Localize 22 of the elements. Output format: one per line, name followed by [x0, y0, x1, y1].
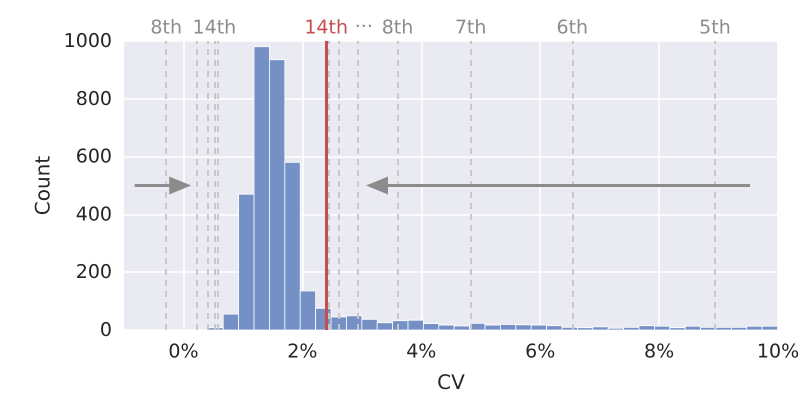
- x-tick-label: 2%: [287, 340, 318, 362]
- y-axis-title: Count: [30, 156, 55, 216]
- x-tick-label: 6%: [525, 340, 556, 362]
- x-axis-title: CV: [437, 370, 466, 394]
- ref-line-label: 8th: [150, 16, 182, 38]
- ref-line-label: 14th: [192, 16, 236, 38]
- y-tick-label: 800: [76, 88, 112, 110]
- ref-line-label: 6th: [556, 16, 588, 38]
- x-tick-label: 0%: [168, 340, 199, 362]
- x-tick-label: 4%: [406, 340, 436, 362]
- y-tick-label: 1000: [64, 30, 112, 52]
- y-tick-label: 600: [76, 146, 112, 168]
- y-tick-label: 0: [100, 319, 112, 341]
- x-tick-label: 10%: [756, 340, 800, 362]
- ref-line-label: 7th: [454, 16, 486, 38]
- y-tick-label: 200: [76, 261, 112, 284]
- x-tick-label: 8%: [644, 340, 674, 362]
- ref-line-label: 14th: [304, 16, 348, 38]
- ref-line-label: 5th: [699, 16, 731, 38]
- text: ···: [354, 16, 373, 38]
- y-tick-label: 400: [76, 203, 112, 226]
- ref-line-label: 8th: [382, 16, 414, 38]
